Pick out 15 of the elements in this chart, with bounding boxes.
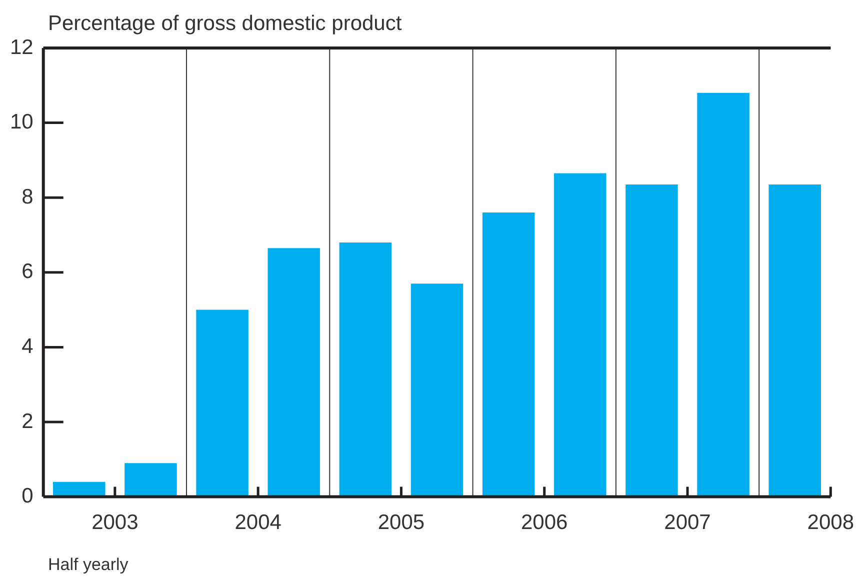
x-tick-label: 2006 [520, 511, 568, 534]
x-tick-label: 2005 [378, 511, 425, 534]
y-tick-label: 12 [10, 36, 34, 59]
x-tick-label: 2007 [664, 511, 711, 534]
y-tick-label: 4 [22, 334, 34, 358]
x-tick-label: 2004 [234, 511, 282, 534]
x-tick-label: 2008 [807, 511, 854, 534]
y-tick-label: 10 [10, 110, 34, 134]
y-tick-label: 8 [22, 185, 34, 208]
y-tick-label: 2 [22, 410, 34, 433]
y-axis-title: Percentage of gross domestic product [48, 12, 402, 36]
y-tick-label: 6 [22, 260, 34, 284]
x-axis-title: Half yearly [48, 555, 128, 575]
x-tick-label: 2003 [92, 511, 138, 534]
y-tick-label: 0 [22, 484, 34, 508]
